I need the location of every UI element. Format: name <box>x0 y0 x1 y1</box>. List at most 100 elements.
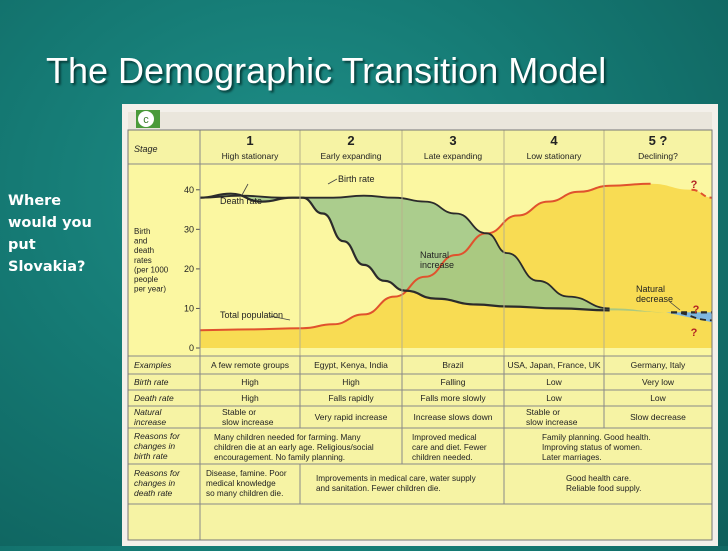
corner-badge-circle <box>138 111 154 127</box>
reasons-birth-stage45: Improving status of women. <box>542 443 642 452</box>
table-row-label: Natural <box>134 407 163 417</box>
stage-number: 3 <box>449 133 456 148</box>
stage-name: Low stationary <box>527 151 583 161</box>
table-cell-text: A few remote groups <box>211 360 289 370</box>
table-cell-text: Increase slows down <box>414 412 493 422</box>
side-question-line: put <box>8 237 36 253</box>
total-population-annotation: Total population <box>220 310 283 320</box>
figure-outer-border <box>127 129 713 541</box>
reasons-death-label: Reasons for <box>134 468 181 478</box>
reasons-death-stage1: so many children die. <box>206 489 283 498</box>
birth-rate-pointer <box>327 178 338 185</box>
y-axis-label-line: per year) <box>134 285 166 294</box>
reasons-birth-stage12: Many children needed for farming. Many <box>214 433 361 442</box>
natural-increase-annotation: increase <box>420 260 454 270</box>
death-rate-pointer <box>241 183 249 196</box>
table-cell-text: Very low <box>642 377 675 387</box>
reasons-death-stage23: and sanitation. Fewer children die. <box>316 484 441 493</box>
reasons-birth-stage3: Improved medical <box>412 433 477 442</box>
stage-name: Declining? <box>638 151 678 161</box>
stage-header-band <box>128 130 712 164</box>
birth-rate-projection-mark: ? <box>691 179 698 191</box>
table-cell-text: Slow decrease <box>630 412 686 422</box>
population-projection-mark: ? <box>693 304 700 316</box>
natural-decrease-annotation: Natural <box>636 284 665 294</box>
reasons-death-stage23: Improvements in medical care, water supp… <box>316 474 477 483</box>
table-area <box>128 356 712 540</box>
y-tick-label: 40 <box>184 185 194 195</box>
natural-increase-area <box>200 193 712 321</box>
table-row-label: Examples <box>134 360 172 370</box>
y-axis-label-line: rates <box>134 256 152 265</box>
table-cell-text: Very rapid increase <box>315 412 388 422</box>
total-population-pointer <box>269 315 291 321</box>
table-cell-text: Stable or <box>526 407 560 417</box>
demographic-figure: c Stage 1 High stationary 2 Early expanding 3… <box>122 104 718 551</box>
table-cell-text: slow increase <box>526 417 578 427</box>
reasons-death-label: death rate <box>134 488 173 498</box>
table-row-label: increase <box>134 417 166 427</box>
table-row-label: Birth rate <box>134 377 169 387</box>
reasons-death-stage45: Reliable food supply. <box>566 484 641 493</box>
stage-name: High stationary <box>222 151 279 161</box>
table-cell-text: High <box>342 377 360 387</box>
y-axis-label-line: (per 1000 <box>134 265 169 274</box>
stage-number: 4 <box>550 133 558 148</box>
table-grid <box>127 129 713 541</box>
natural-decrease-annotation: decrease <box>636 294 673 304</box>
natural-increase-annotation: Natural <box>420 250 449 260</box>
reasons-death-stage1: medical knowledge <box>206 479 276 488</box>
reasons-birth-stage12: encouragement. No family planning. <box>214 453 345 462</box>
y-axis-label-line: people <box>134 275 159 284</box>
reasons-death-stage1: Disease, famine. Poor <box>206 469 287 478</box>
table-cell-text: Falls more slowly <box>420 393 486 403</box>
death-rate-line <box>199 192 610 312</box>
reasons-birth-label: Reasons for <box>134 431 181 441</box>
y-axis-label-line: death <box>134 246 154 255</box>
corner-badge: c <box>143 114 149 126</box>
stage-name: Early expanding <box>321 151 382 161</box>
slide-title: The Demographic Transition Model <box>46 50 607 91</box>
table-cell-text: Low <box>546 393 562 403</box>
table-cell-text: Egypt, Kenya, India <box>314 360 388 370</box>
reasons-birth-stage45: Family planning. Good health. <box>542 433 651 442</box>
table-cell-text: Falling <box>440 377 465 387</box>
y-tick-label: 10 <box>184 303 194 313</box>
text-layer: Stage 1 High stationary 2 Early expanding 3 La… <box>134 133 700 498</box>
side-question-line: Where <box>8 193 62 209</box>
table-cell-text: High <box>241 377 259 387</box>
reasons-birth-stage45: Later marriages. <box>542 453 602 462</box>
stage-name: Late expanding <box>424 151 482 161</box>
y-axis-label-line: Birth <box>134 227 150 236</box>
table-cell-text: slow increase <box>222 417 274 427</box>
reasons-birth-label: changes in <box>134 441 175 451</box>
y-axis-label-line: and <box>134 237 147 246</box>
figure-svg: c Stage 1 High stationary 2 Early expanding 3… <box>122 104 718 546</box>
table-cell-text: Brazil <box>442 360 463 370</box>
side-question-line: Slovakia? <box>8 259 86 275</box>
death-rate-projection-mark: ? <box>691 327 698 339</box>
y-tick-label: 30 <box>184 224 194 234</box>
y-tick-label: 0 <box>189 343 194 353</box>
death-rate-annotation: Death rate <box>220 196 262 206</box>
birth-rate-annotation: Birth rate <box>338 174 375 184</box>
total-population-line-projected <box>691 188 713 199</box>
reasons-birth-stage3: care and diet. Fewer <box>412 443 487 452</box>
table-cell-text: Low <box>650 393 666 403</box>
table-cell-text: USA, Japan, France, UK <box>507 360 600 370</box>
table-cell-text: Falls rapidly <box>328 393 374 403</box>
natural-decrease-pointer <box>669 301 681 311</box>
reasons-birth-stage3: children needed. <box>412 453 473 462</box>
total-population-line <box>199 182 651 332</box>
stage-number: 2 <box>347 133 354 148</box>
table-cell-text: Germany, Italy <box>631 360 686 370</box>
table-cell-text: Stable or <box>222 407 256 417</box>
figure-top-strip <box>128 112 712 130</box>
reasons-birth-label: birth rate <box>134 451 168 461</box>
side-question: Where would you put Slovakia? <box>8 190 120 278</box>
reasons-death-label: changes in <box>134 478 175 488</box>
table-cell-text: High <box>241 393 259 403</box>
stage-row-label: Stage <box>134 144 158 154</box>
table-cell-text: Low <box>546 377 562 387</box>
reasons-death-stage45: Good health care. <box>566 474 631 483</box>
